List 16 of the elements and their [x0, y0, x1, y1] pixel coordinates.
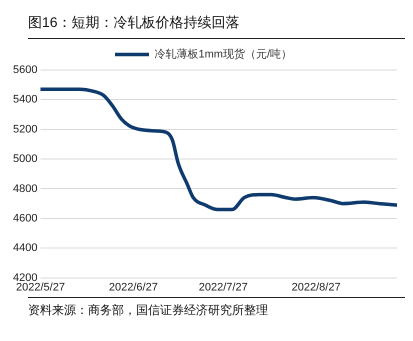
y-tick-label: 5000 — [12, 153, 38, 166]
y-tick-label: 4800 — [12, 182, 38, 195]
x-tick-label: 2022/8/27 — [292, 281, 341, 294]
y-tick-label: 5600 — [12, 64, 38, 76]
text: 资料来源：商务部，国信证券经济研究所整理 — [28, 302, 269, 319]
y-tick-label: 4600 — [12, 212, 38, 224]
x-tick-label: 2022/6/27 — [108, 281, 158, 294]
y-tick-label: 4400 — [12, 242, 38, 254]
x-tick-label: 2022/5/27 — [16, 281, 65, 294]
line-series — [40, 88, 397, 212]
y-tick-label: 5200 — [12, 123, 38, 136]
chart-title: 图16：短期：冷轧板价格持续回落 — [27, 13, 241, 32]
y-tick-label: 5400 — [12, 94, 38, 106]
y-tick-label: 4200 — [12, 272, 38, 284]
x-tick-label: 2022/7/27 — [198, 281, 248, 294]
legend-label: 冷轧薄板1mm现货（元/吨） — [154, 48, 292, 61]
